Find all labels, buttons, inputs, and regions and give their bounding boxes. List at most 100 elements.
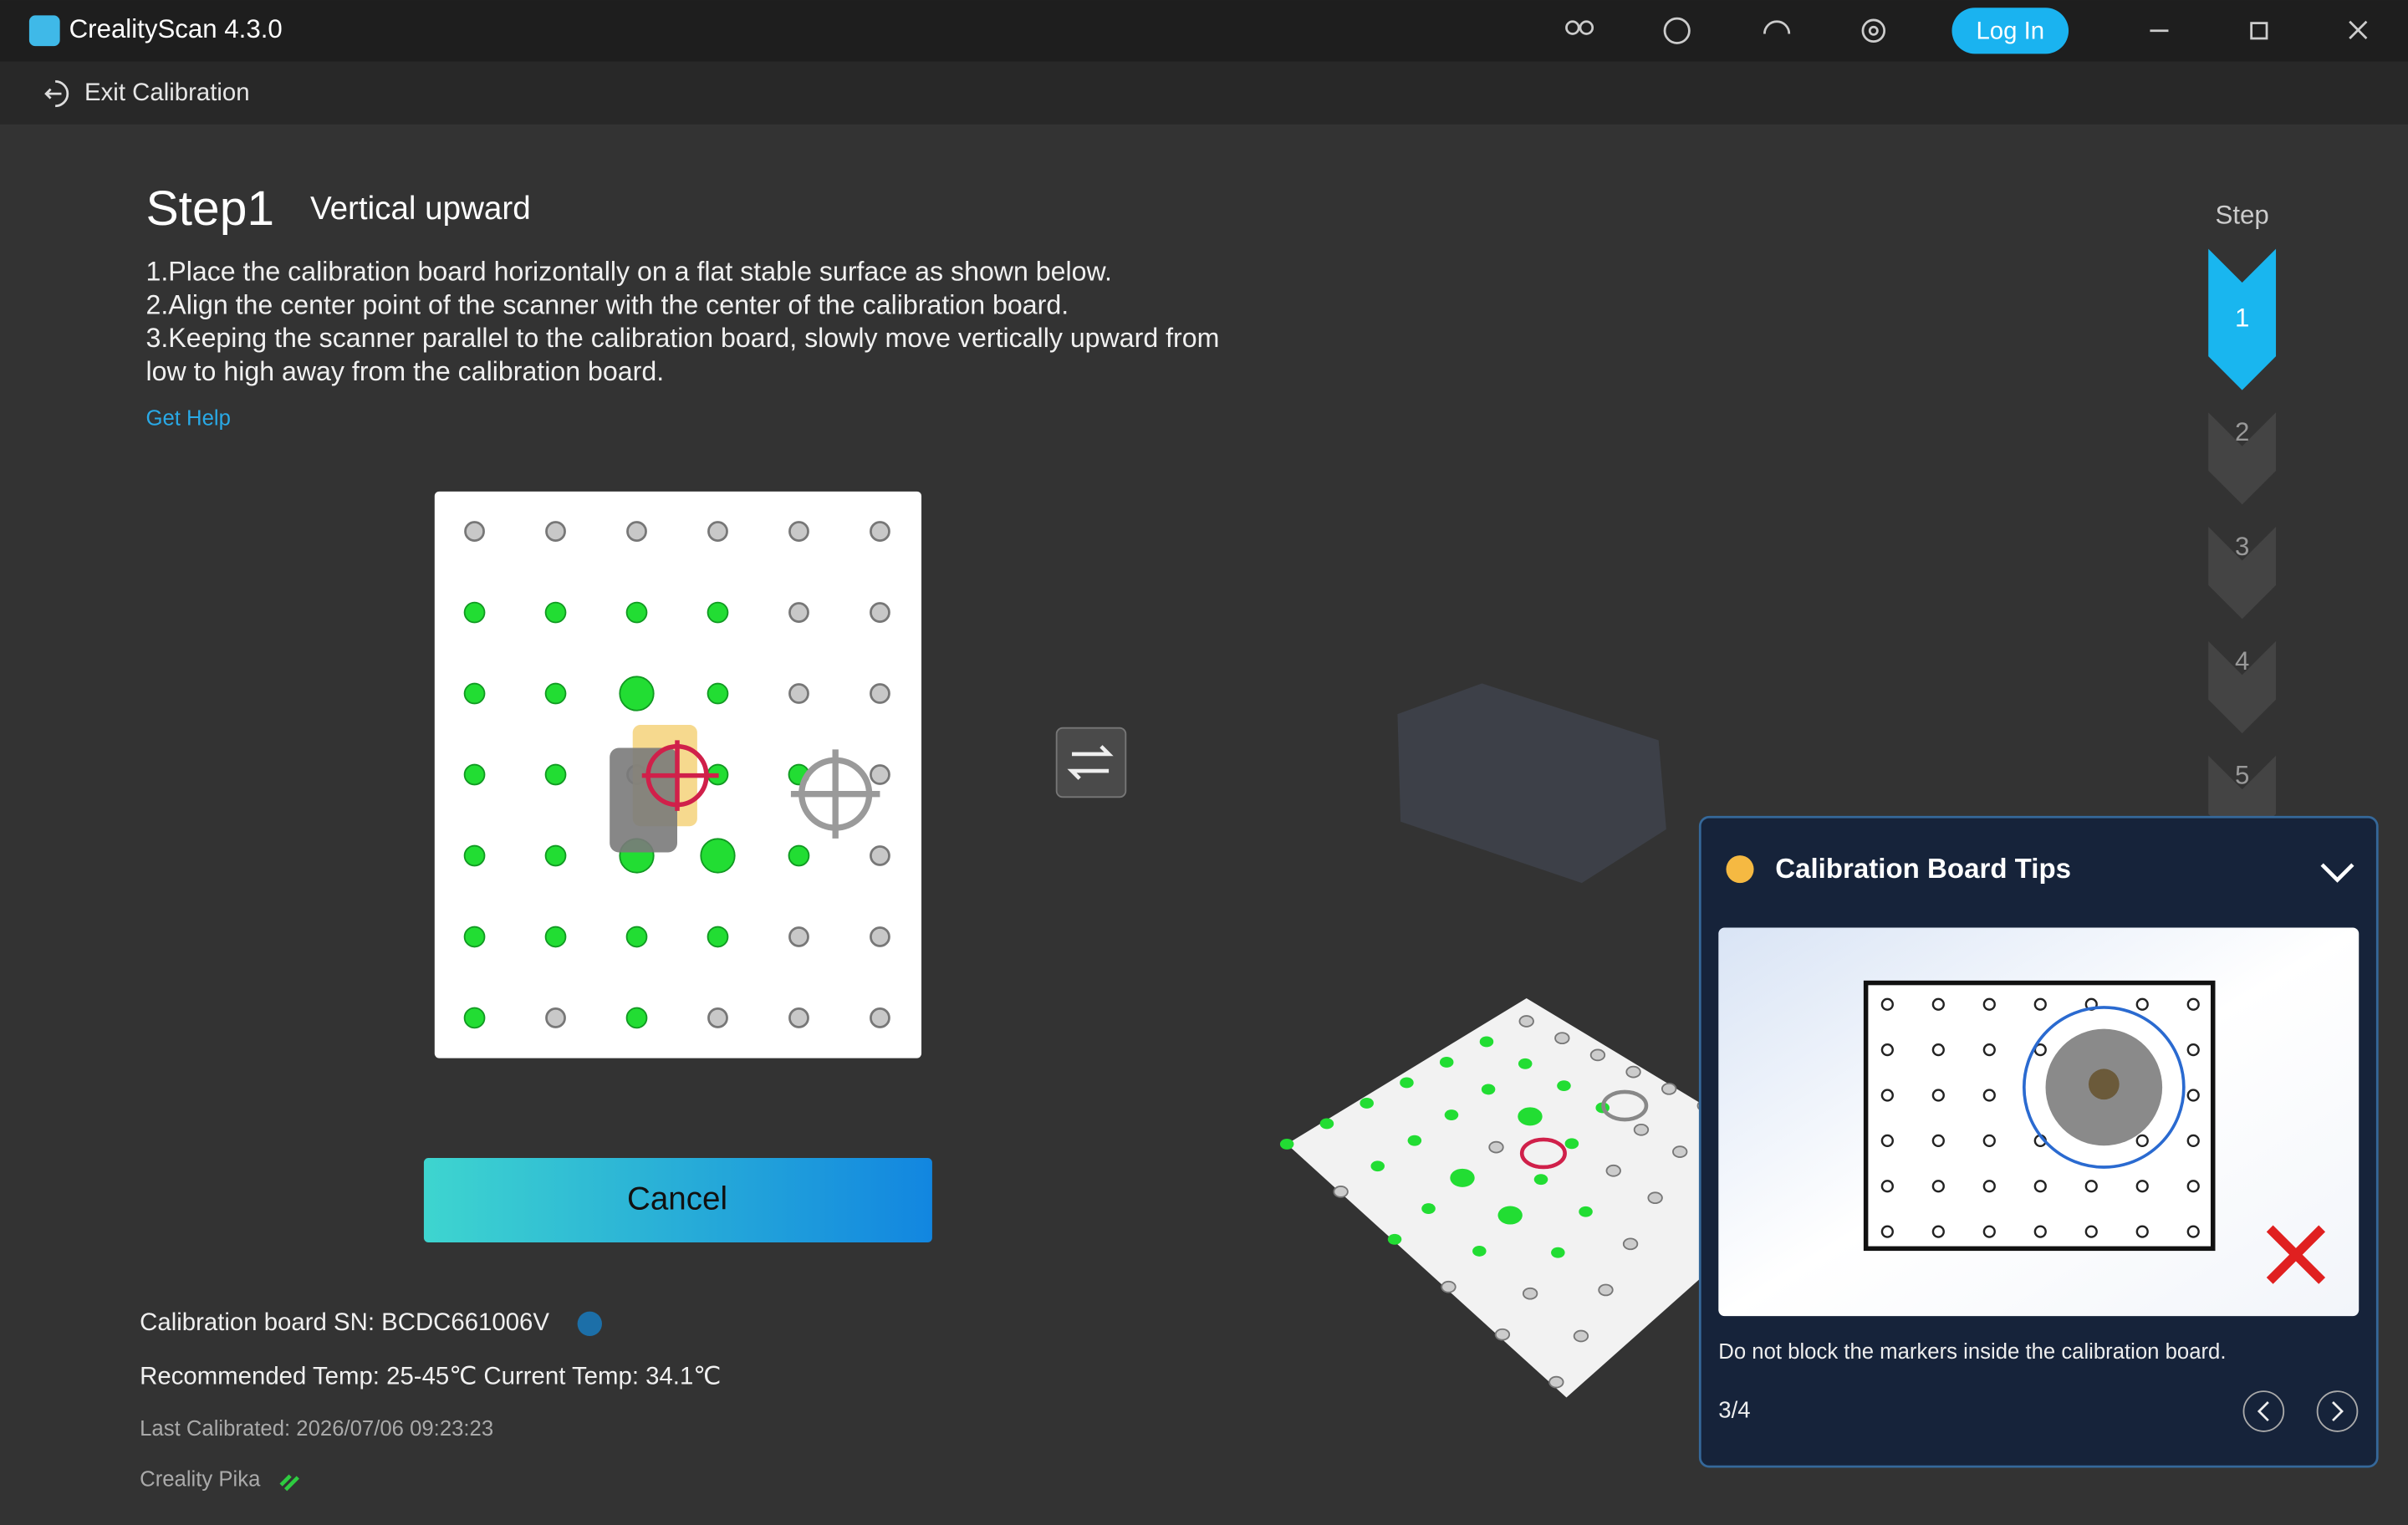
marker (1647, 1191, 1663, 1205)
swap-view-button[interactable] (1055, 727, 1127, 798)
marker (2186, 1180, 2200, 1193)
marker (870, 845, 890, 866)
marker (1931, 1225, 1945, 1238)
marker (1880, 997, 1894, 1011)
marker (788, 926, 809, 947)
marker (626, 521, 647, 542)
collapse-button[interactable] (2320, 863, 2354, 883)
marker (1557, 1080, 1571, 1092)
step-number: 4 (2235, 646, 2249, 676)
marker (463, 763, 486, 786)
instruction-line: 2.Align the center point of the scanner … (145, 289, 1069, 319)
marker (1573, 1329, 1589, 1343)
cancel-button[interactable] (423, 1157, 932, 1242)
scanner-outline (2022, 1006, 2186, 1169)
marker (1579, 1206, 1593, 1217)
marker (1880, 1043, 1894, 1057)
marker (463, 601, 486, 624)
scanner-lens (2088, 1069, 2120, 1100)
marker (1333, 1186, 1349, 1198)
get-help-link[interactable]: Get Help (145, 406, 230, 430)
marker (1564, 1138, 1579, 1150)
marker (788, 1007, 809, 1028)
marker (1931, 1043, 1945, 1057)
marker (2135, 1180, 2149, 1193)
marker (1598, 1283, 1614, 1297)
marker (2135, 997, 2149, 1011)
marker (1450, 1168, 1475, 1187)
settings-icon[interactable] (1861, 18, 1886, 43)
marker (1661, 1082, 1677, 1095)
marker (1672, 1145, 1688, 1158)
marker (1279, 1139, 1294, 1150)
app-icon (28, 15, 60, 47)
next-tip-button[interactable] (2316, 1390, 2359, 1432)
community-icon[interactable] (1565, 20, 1580, 35)
marker (870, 521, 890, 542)
marker (1387, 1233, 1402, 1245)
step-number: 1 (2235, 303, 2249, 332)
login-label[interactable]: Log In (1976, 17, 2044, 44)
marker (2186, 1225, 2200, 1238)
refresh-icon[interactable] (577, 1311, 602, 1337)
instruction-line: 1.Place the calibration board horizontal… (145, 256, 1111, 286)
marker (1982, 1089, 1996, 1102)
help-icon[interactable] (1663, 17, 1691, 44)
marker (1319, 1118, 1334, 1130)
marker (1370, 1160, 1385, 1172)
scanner-illustration (610, 725, 880, 853)
instruction-line: 3.Keeping the scanner parallel to the ca… (145, 323, 1219, 353)
marker (1522, 1287, 1538, 1300)
marker (544, 763, 567, 786)
marker (544, 601, 567, 624)
marker (1481, 1084, 1496, 1095)
exit-calibration[interactable]: Exit Calibration (84, 79, 250, 106)
marker (544, 682, 567, 705)
marker (2033, 1180, 2047, 1193)
marker (1554, 1032, 1570, 1045)
marker (625, 601, 648, 624)
marker (1407, 1135, 1422, 1146)
marker (1494, 1328, 1511, 1341)
step-chevron (2208, 248, 2277, 390)
nav-bar (0, 61, 2408, 125)
3d-preview (1279, 683, 1712, 1398)
marker (1548, 1375, 1564, 1389)
marker (464, 521, 485, 542)
tips-title: Calibration Board Tips (1775, 854, 2071, 885)
marker (625, 926, 648, 948)
marker (1360, 1098, 1374, 1109)
marker (619, 676, 655, 711)
marker (1488, 1140, 1504, 1154)
marker (1518, 1015, 1534, 1028)
marker (2135, 1134, 2149, 1148)
marker (2135, 1225, 2149, 1238)
marker (544, 926, 567, 948)
login-button[interactable] (1951, 8, 2069, 54)
marker (870, 1007, 890, 1028)
support-icon[interactable] (1763, 20, 1791, 34)
marker (870, 602, 890, 623)
marker (625, 1007, 648, 1029)
marker (1982, 1180, 1996, 1193)
exit-icon[interactable] (44, 80, 69, 108)
marker (1880, 1134, 1894, 1148)
marker (788, 521, 809, 542)
marker (1589, 1048, 1606, 1062)
swap-icon (1067, 745, 1114, 780)
marker (2033, 1225, 2047, 1238)
marker (1605, 1164, 1621, 1177)
prev-tip-button[interactable] (2242, 1390, 2285, 1432)
tips-text: Do not block the markers inside the cali… (1718, 1340, 2226, 1364)
marker (788, 683, 809, 704)
step-name: Vertical upward (310, 191, 531, 227)
marker (1518, 1107, 1543, 1126)
marker (2084, 1180, 2098, 1193)
app-title: CrealityScan 4.3.0 (69, 14, 283, 43)
restore-button[interactable] (2250, 22, 2268, 40)
marker (2186, 1043, 2200, 1057)
marker (707, 1007, 728, 1028)
close-button[interactable] (2349, 20, 2368, 39)
cancel-label[interactable]: Cancel (627, 1181, 727, 1217)
